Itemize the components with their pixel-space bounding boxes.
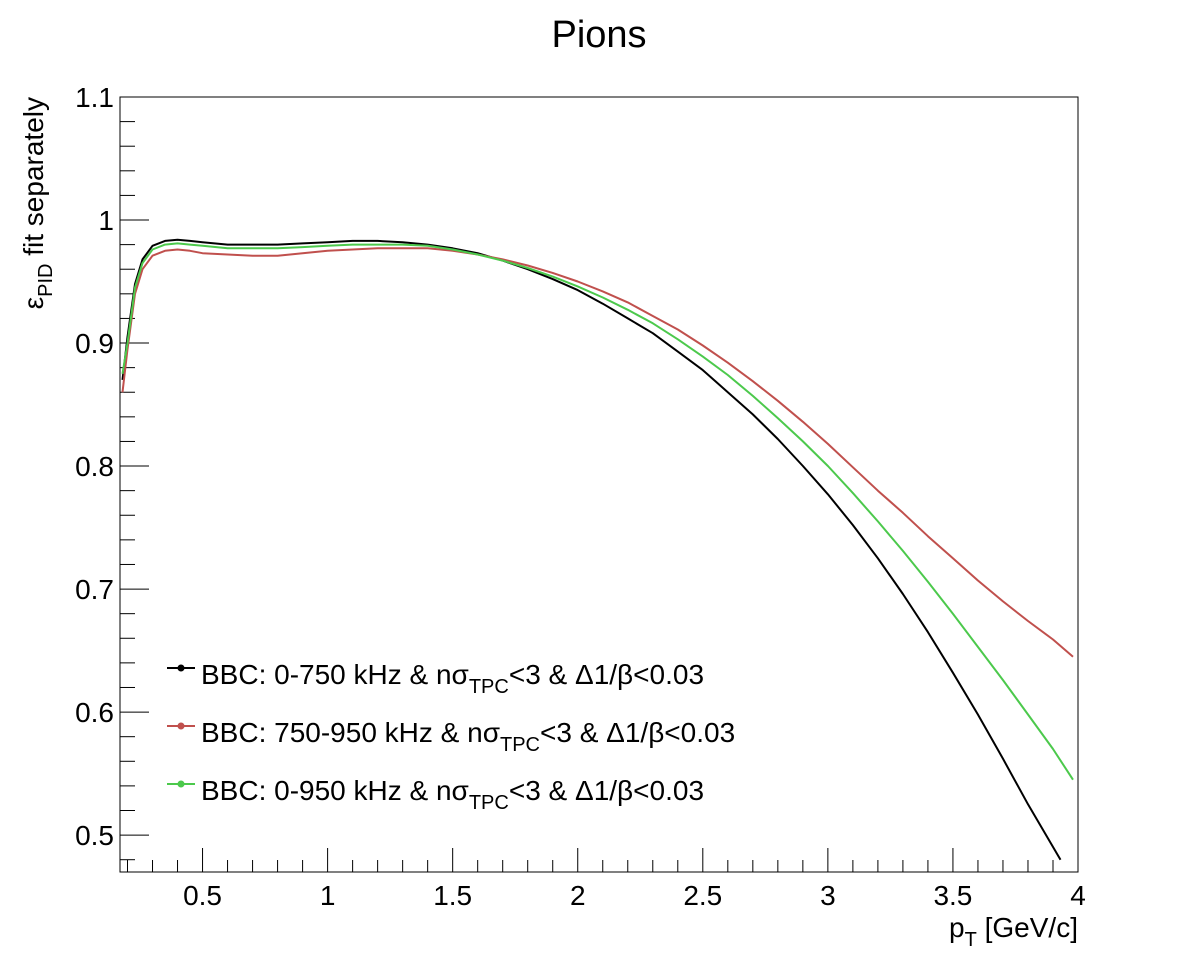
- y-tick-label: 0.8: [75, 451, 114, 482]
- legend-marker-2: [177, 722, 185, 730]
- y-tick-label: 1: [98, 205, 114, 236]
- x-tick-label: 1.5: [433, 880, 472, 911]
- y-tick-label: 1.1: [75, 82, 114, 113]
- x-tick-label: 1: [320, 880, 336, 911]
- series-line-3: [121, 242, 1074, 781]
- y-tick-label: 0.9: [75, 328, 114, 359]
- x-tick-label: 2.5: [683, 880, 722, 911]
- x-tick-label: 2: [570, 880, 586, 911]
- x-axis-title: pT [GeV/c]: [949, 912, 1078, 951]
- y-tick-label: 0.6: [75, 697, 114, 728]
- chart-title: Pions: [551, 14, 646, 56]
- x-tick-label: 0.5: [183, 880, 222, 911]
- plot-area: 0.5 1 1.5 2 2.5 3 3.5 4 0.5 0.6 0.7 0.8 0.9 1 1.1: [75, 82, 1086, 911]
- series-line-1: [121, 238, 1062, 861]
- legend-label-2: BBC: 750-950 kHz & nσTPC<3 & Δ1/β<0.03: [201, 717, 735, 756]
- y-axis-title: εPID fit separately: [18, 97, 57, 309]
- x-tick-label: 3.5: [933, 880, 972, 911]
- series-line-2: [121, 247, 1074, 658]
- legend-label-1: BBC: 0-750 kHz & nσTPC<3 & Δ1/β<0.03: [201, 659, 704, 698]
- x-tick-label: 4: [1070, 880, 1086, 911]
- y-tick-label: 0.5: [75, 820, 114, 851]
- legend-marker-3: [177, 780, 185, 788]
- legend-marker-1: [177, 664, 185, 672]
- plot-frame: [119, 96, 1079, 873]
- legend-label-3: BBC: 0-950 kHz & nσTPC<3 & Δ1/β<0.03: [201, 775, 704, 814]
- y-tick-label: 0.7: [75, 574, 114, 605]
- legend: BBC: 0-750 kHz & nσTPC<3 & Δ1/β<0.03 BBC:…: [167, 659, 735, 814]
- x-tick-label: 3: [820, 880, 836, 911]
